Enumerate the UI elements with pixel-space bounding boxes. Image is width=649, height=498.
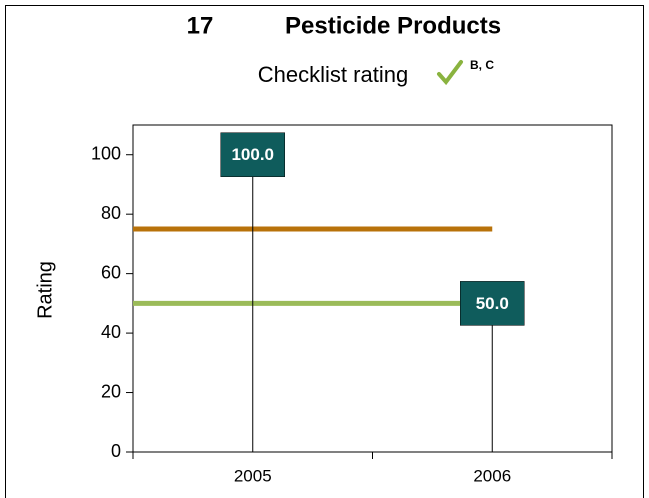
chart-subtitle: Checklist rating [258, 62, 408, 87]
y-tick-label: 60 [101, 262, 121, 282]
y-tick-label: 0 [111, 441, 121, 461]
x-tick-label: 2006 [473, 466, 511, 485]
y-tick-label: 40 [101, 322, 121, 342]
subtitle-note: B, C [470, 58, 494, 72]
value-box [460, 281, 525, 326]
y-tick-label: 80 [101, 203, 121, 223]
plot-area [132, 124, 613, 453]
check-icon [437, 60, 463, 86]
value-box [220, 132, 285, 177]
y-tick-label: 20 [101, 381, 121, 401]
value-label: 50.0 [476, 294, 509, 313]
x-tick-label: 2005 [234, 466, 272, 485]
y-axis-label: Rating [34, 261, 56, 319]
chart-number: 17 [187, 12, 214, 39]
frame [5, 5, 644, 498]
y-tick-label: 100 [91, 143, 121, 163]
chart-title: Pesticide Products [285, 12, 501, 39]
value-label: 100.0 [231, 145, 274, 164]
